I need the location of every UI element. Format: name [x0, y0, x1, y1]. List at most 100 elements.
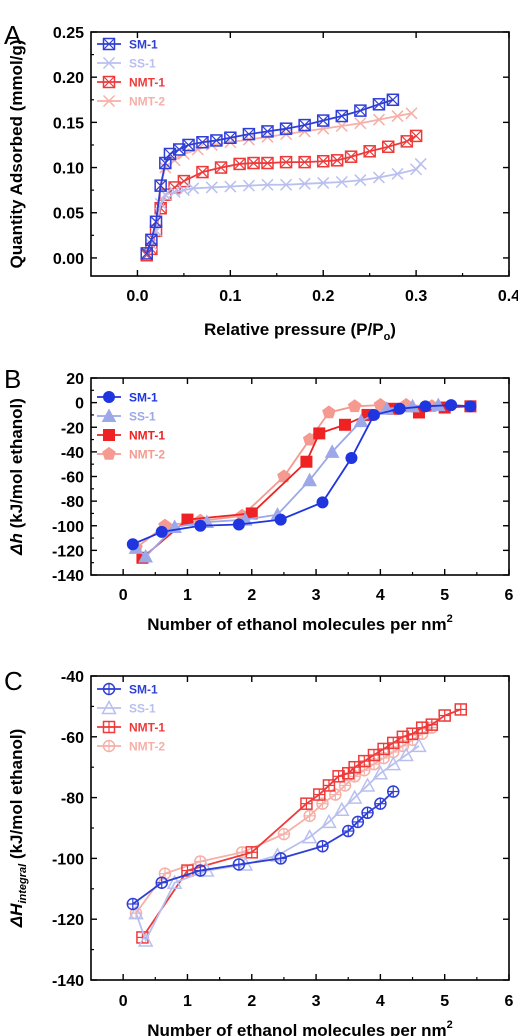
panel-b-series-nmt-2-point	[322, 405, 336, 419]
panel-a: A 0.0 0.1 0.2 0.3 0.4 0.00 0.05 0.10 0.15 0.20 0.25…	[4, 20, 518, 343]
panel-b-series-sm-1-point	[464, 400, 477, 413]
panel-b-xlabel: Number of ethanol molecules per nm2	[147, 613, 453, 634]
panel-a-series-sm-1-point	[354, 104, 367, 117]
panel-a-series-nmt-2-point-stroke	[335, 119, 348, 133]
panel-b-ytick-label: -60	[61, 470, 84, 487]
panel-a-legend: SM-1 SS-1 NMT-1 NMT-2	[97, 38, 165, 109]
panel-c-ylabel: ΔHintegral (kJ/mol ethanol)	[7, 729, 29, 929]
panel-b-series-nmt-2-point	[347, 399, 362, 413]
panel-c-series-ss-1-point	[346, 789, 363, 804]
panel-a-series-sm-1-point-cross-b	[386, 93, 399, 106]
panel-a-series-ss-1-point-stroke	[159, 188, 172, 201]
panel-a-series-nmt-1-point-cross-b	[363, 145, 376, 158]
panel-c-legend-label: NMT-1	[129, 721, 165, 735]
panel-b-series-sm-1-point	[316, 496, 329, 509]
panel-b-xtick-label: 5	[440, 587, 449, 604]
panel-c-ytick-label: -60	[61, 730, 84, 747]
panel-a-series-sm-1-point-cross-b	[373, 98, 385, 111]
panel-b-series-sm-1-point	[232, 518, 245, 531]
panel-a-series-sm-1-point	[335, 109, 349, 123]
panel-a-series-sm-1-point	[316, 114, 330, 127]
panel-b-series-nmt-1-point	[300, 455, 313, 468]
panel-a-series-nmt-2-point-stroke	[354, 117, 367, 130]
panel-b-series-sm-1-point	[345, 452, 358, 465]
panel-a-series-nmt-2-point-stroke	[159, 161, 172, 174]
panel-c-series-ss-1	[128, 737, 427, 947]
panel-c-ytick-label: -140	[52, 973, 84, 990]
panel-a-series-ss-1-point-stroke	[298, 177, 311, 190]
panel-a-series-sm-1-point	[196, 136, 209, 149]
panel-b-xtick-label: 4	[376, 587, 385, 604]
panel-a-series-nmt-1-point	[261, 156, 274, 170]
panel-c-series-ss-1-point	[359, 777, 376, 792]
panel-a-legend-marker-cross-b	[103, 76, 115, 88]
panel-a-series-ss-1-point-stroke	[168, 185, 181, 198]
panel-a-series-nmt-1-point-cross-b	[298, 156, 311, 169]
panel-a-series-sm-1-point	[149, 215, 163, 229]
panel-b-series-ss-1-point	[138, 548, 154, 563]
panel-a-series-ss-1-point-stroke	[335, 175, 348, 189]
panel-a-xtick-label: 0.4	[498, 288, 518, 305]
panel-a-series-sm-1-point	[261, 125, 274, 138]
panel-a-series-sm-1-point	[145, 233, 158, 247]
panel-c-ylabel-symbol: ΔH	[7, 903, 26, 928]
panel-c-ylabel-tail: (kJ/mol ethanol)	[7, 729, 26, 864]
panel-b-xtick-label: 6	[505, 587, 514, 604]
panel-c-series-ss-1-point	[385, 756, 402, 771]
panel-b-series-nmt-1-point	[313, 427, 326, 440]
panel-b-ytick-label: 0	[75, 396, 84, 413]
panel-a-series-nmt-1-point-cross-b	[196, 166, 209, 178]
panel-a-series-nmt-1-point-cross-b	[233, 158, 246, 170]
panel-b-series-ss-1	[128, 397, 446, 563]
panel-c-legend-label: NMT-2	[129, 740, 165, 754]
panel-a-series-sm-1-point	[372, 98, 386, 111]
panel-a-label: A	[4, 20, 22, 50]
panel-c-xtick-label: 3	[312, 993, 321, 1010]
panel-c-legend: SM-1 SS-1 NMT-1 NMT-2	[97, 683, 165, 754]
panel-b-series-ss-1-point	[324, 444, 340, 458]
panel-b-ylabel-tail: (kJ/mol ethanol)	[7, 398, 26, 533]
panel-a-series-nmt-1-point-cross-b	[317, 155, 330, 168]
panel-a-series-sm-1-point	[242, 127, 256, 141]
panel-a-ytick-label: 0.20	[53, 70, 84, 87]
panel-c-label: C	[4, 666, 23, 696]
panel-a-legend-marker-stroke	[102, 94, 116, 108]
panel-b-xtick-label: 1	[183, 587, 192, 604]
panel-a-legend-marker	[102, 75, 116, 89]
panel-b-series-sm-1-point	[393, 402, 406, 415]
panel-a-series-sm-1-point	[224, 131, 237, 144]
panel-c-series-ss-1-point	[321, 813, 337, 829]
panel-a-legend-marker-stroke	[102, 56, 116, 70]
panel-c-series-ss-1-point	[334, 801, 350, 817]
panel-b-series-sm-1-point	[194, 519, 207, 532]
panel-b-series-sm-1-point	[367, 408, 380, 421]
panel-a-series-nmt-1-point	[214, 161, 228, 174]
panel-a-series-ss-1-point-stroke	[205, 181, 218, 194]
panel-b-legend-label: NMT-1	[129, 429, 165, 443]
panel-a-legend-label: SM-1	[129, 38, 158, 52]
panel-a-series-nmt-1-point	[316, 154, 330, 168]
panel-b-series-ss-1-point	[430, 397, 446, 412]
panel-b-series-sm-1-point	[274, 513, 287, 526]
panel-b-ytick-label: 20	[66, 371, 84, 388]
panel-b-legend-marker	[103, 429, 115, 441]
panel-c-series-ss-1-point	[411, 737, 427, 753]
panel-a-series-ss-1-point-stroke	[317, 176, 330, 189]
panel-b-legend-label: SM-1	[129, 391, 158, 405]
panel-c-xtick-label: 6	[505, 993, 514, 1010]
panel-b-xlabel-sup: 2	[447, 613, 453, 625]
panel-a-series-sm-1-point-cross-b	[280, 122, 292, 135]
panel-c-xlabel-main: Number of ethanol molecules per nm	[147, 1021, 446, 1036]
panel-b-ytick-label: -80	[61, 494, 84, 511]
panel-b-series-ss-1-point	[405, 398, 420, 413]
panel-b-xtick-label: 3	[312, 587, 321, 604]
panel-a-xlabel: Relative pressure (P/Po)	[204, 320, 396, 343]
panel-a-series-ss-1-point-stroke	[261, 178, 274, 191]
panel-c-legend-label: SM-1	[129, 683, 158, 697]
panel-a-series-ss-1-point-stroke	[354, 174, 367, 187]
panel-c-series-ss-1-point	[137, 932, 154, 947]
panel-a-series-sm-1-point-cross-b	[298, 119, 311, 132]
panel-c-ytick-label: -40	[61, 669, 84, 686]
panel-a-ytick-label: 0.15	[53, 115, 84, 132]
panel-b-series-ss-1-point	[353, 413, 369, 428]
